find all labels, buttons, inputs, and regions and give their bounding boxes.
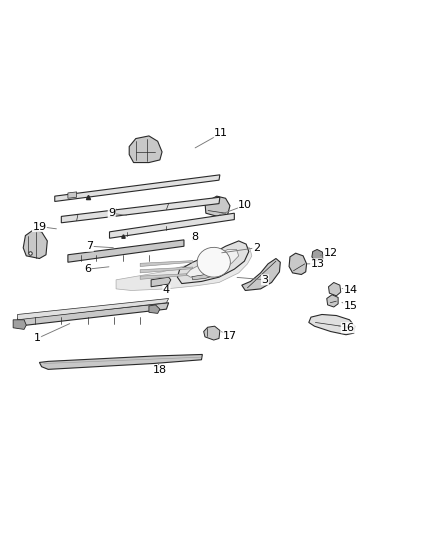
Polygon shape xyxy=(149,305,160,313)
Polygon shape xyxy=(55,175,220,201)
Polygon shape xyxy=(13,320,26,329)
Polygon shape xyxy=(18,303,169,326)
Polygon shape xyxy=(204,326,220,340)
Text: 18: 18 xyxy=(153,366,167,375)
Polygon shape xyxy=(242,259,280,290)
Polygon shape xyxy=(205,196,230,217)
Polygon shape xyxy=(327,295,338,307)
Polygon shape xyxy=(39,354,202,369)
Polygon shape xyxy=(116,245,252,290)
Polygon shape xyxy=(151,277,171,287)
Polygon shape xyxy=(312,249,323,261)
Polygon shape xyxy=(68,192,77,198)
Text: 2: 2 xyxy=(253,243,260,253)
Text: 6: 6 xyxy=(84,264,91,274)
Polygon shape xyxy=(140,261,193,266)
Polygon shape xyxy=(23,230,47,259)
Polygon shape xyxy=(186,249,239,277)
Text: 7: 7 xyxy=(86,241,93,251)
Polygon shape xyxy=(18,298,169,320)
Text: 14: 14 xyxy=(343,286,357,295)
Polygon shape xyxy=(110,213,234,238)
Polygon shape xyxy=(192,265,228,280)
Polygon shape xyxy=(140,267,193,273)
Text: 9: 9 xyxy=(108,208,115,218)
Text: 15: 15 xyxy=(343,302,357,311)
Text: 17: 17 xyxy=(223,331,237,341)
Polygon shape xyxy=(177,241,249,284)
Polygon shape xyxy=(289,253,307,274)
Polygon shape xyxy=(328,282,341,296)
Text: 10: 10 xyxy=(238,200,252,210)
Polygon shape xyxy=(140,273,193,279)
Text: 8: 8 xyxy=(191,232,198,242)
Text: 11: 11 xyxy=(214,128,228,138)
Polygon shape xyxy=(197,247,230,277)
Text: 3: 3 xyxy=(261,275,268,285)
Polygon shape xyxy=(68,240,184,262)
Text: 19: 19 xyxy=(32,222,46,231)
Text: 13: 13 xyxy=(311,259,325,269)
Polygon shape xyxy=(309,314,355,335)
Text: 4: 4 xyxy=(163,286,170,295)
Polygon shape xyxy=(61,197,220,223)
Text: 16: 16 xyxy=(341,323,355,333)
Text: 1: 1 xyxy=(34,334,41,343)
Text: 12: 12 xyxy=(324,248,338,258)
Polygon shape xyxy=(129,136,162,163)
